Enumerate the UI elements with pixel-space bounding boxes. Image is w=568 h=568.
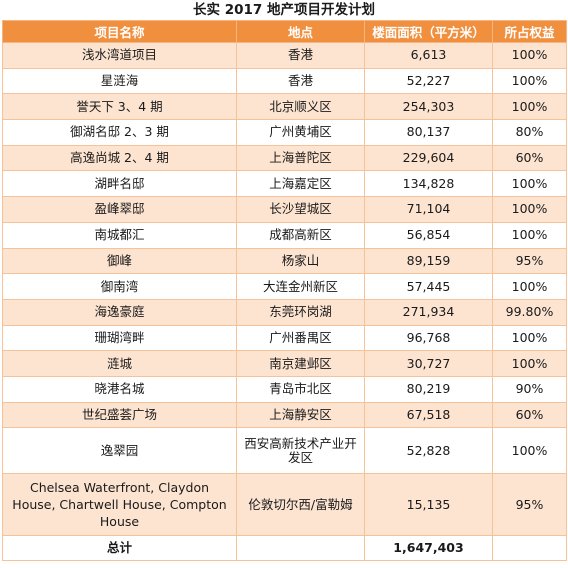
location: 西安高新技术产业开发区: [236, 427, 365, 475]
header-project-name: 项目名称: [2, 20, 237, 43]
table-row: 浅水湾道项目 香港 6,613 100%: [2, 42, 567, 69]
total-label: 总计: [2, 535, 237, 562]
location: 伦敦切尔西/富勒姆: [236, 473, 365, 537]
project-name: 珊瑚湾畔: [2, 324, 237, 352]
equity: 99.80%: [492, 298, 567, 326]
total-area: 1,647,403: [364, 535, 493, 562]
location: 北京顺义区: [236, 93, 365, 121]
location: 香港: [236, 67, 365, 95]
table-row: 盈峰翠邸 长沙望城区 71,104 100%: [2, 196, 567, 223]
floor-area: 56,854: [364, 221, 493, 249]
table-row: Chelsea Waterfront, Claydon House, Chart…: [2, 473, 567, 537]
table-row: 南城都汇 成都高新区 56,854 100%: [2, 221, 567, 249]
total-equity: [492, 535, 567, 562]
project-name: 南城都汇: [2, 221, 237, 249]
project-name: Chelsea Waterfront, Claydon House, Chart…: [2, 473, 237, 537]
floor-area: 57,445: [364, 273, 493, 300]
equity: 100%: [492, 350, 567, 377]
location: 上海嘉定区: [236, 170, 365, 198]
equity: 100%: [492, 273, 567, 300]
equity: 90%: [492, 375, 567, 403]
equity: 100%: [492, 170, 567, 198]
project-name: 高逸尚城 2、4 期: [2, 144, 237, 172]
location: 上海静安区: [236, 401, 365, 429]
header-row: 项目名称 地点 楼面面积（平方米） 所占权益: [2, 20, 567, 43]
location: 东莞环岗湖: [236, 298, 365, 326]
location: 杨家山: [236, 247, 365, 275]
table-row: 逸翠园 西安高新技术产业开发区 52,828 100%: [2, 427, 567, 475]
total-location: [236, 535, 365, 562]
floor-area: 254,303: [364, 93, 493, 121]
floor-area: 80,137: [364, 119, 493, 146]
location: 南京建邺区: [236, 350, 365, 377]
floor-area: 96,768: [364, 324, 493, 352]
equity: 100%: [492, 93, 567, 121]
project-name: 湖畔名邸: [2, 170, 237, 198]
floor-area: 134,828: [364, 170, 493, 198]
location: 上海普陀区: [236, 144, 365, 172]
equity: 60%: [492, 144, 567, 172]
header-location: 地点: [236, 20, 365, 43]
floor-area: 6,613: [364, 42, 493, 69]
equity: 100%: [492, 221, 567, 249]
equity: 95%: [492, 247, 567, 275]
table-row: 高逸尚城 2、4 期上海普陀区 229,604 60%: [2, 144, 567, 172]
table-row: 海逸豪庭 东莞环岗湖 271,934 99.80%: [2, 298, 567, 326]
floor-area: 67,518: [364, 401, 493, 429]
total-row: 总计 1,647,403: [2, 535, 567, 562]
project-name: 御湖名邸 2、3 期: [2, 119, 237, 146]
project-name: 世纪盛荟广场: [2, 401, 237, 429]
table-row: 湖畔名邸 上海嘉定区 134,828 100%: [2, 170, 567, 198]
location: 青岛市北区: [236, 375, 365, 403]
floor-area: 71,104: [364, 196, 493, 223]
project-name: 海逸豪庭: [2, 298, 237, 326]
project-name: 御南湾: [2, 273, 237, 300]
header-equity: 所占权益: [492, 20, 567, 43]
table-row: 誉天下 3、4 期北京顺义区 254,303 100%: [2, 93, 567, 121]
project-name: 御峰: [2, 247, 237, 275]
equity: 100%: [492, 67, 567, 95]
equity: 80%: [492, 119, 567, 146]
project-name: 浅水湾道项目: [2, 42, 237, 69]
table-row: 御南湾 大连金州新区 57,445 100%: [2, 273, 567, 300]
table-row: 晓港名城 青岛市北区 80,219 90%: [2, 375, 567, 403]
table-row: 御湖名邸 2、3 期广州黄埔区 80,137 80%: [2, 119, 567, 146]
floor-area: 271,934: [364, 298, 493, 326]
project-name: 星涟海: [2, 67, 237, 95]
equity: 100%: [492, 427, 567, 475]
project-name: 晓港名城: [2, 375, 237, 403]
location: 成都高新区: [236, 221, 365, 249]
table-row: 珊瑚湾畔 广州番禺区 96,768 100%: [2, 324, 567, 352]
project-name: 逸翠园: [2, 427, 237, 475]
project-name: 盈峰翠邸: [2, 196, 237, 223]
table-row: 御峰 杨家山 89,159 95%: [2, 247, 567, 275]
project-name: 涟城: [2, 350, 237, 377]
floor-area: 52,227: [364, 67, 493, 95]
equity: 95%: [492, 473, 567, 537]
table-row: 涟城 南京建邺区 30,727 100%: [2, 350, 567, 377]
floor-area: 229,604: [364, 144, 493, 172]
location: 广州番禺区: [236, 324, 365, 352]
table-row: 星涟海 香港 52,227 100%: [2, 67, 567, 95]
equity: 100%: [492, 324, 567, 352]
table-row: 世纪盛荟广场 上海静安区 67,518 60%: [2, 401, 567, 429]
equity: 100%: [492, 42, 567, 69]
floor-area: 89,159: [364, 247, 493, 275]
table-title: 长实 2017 地产项目开发计划: [193, 2, 375, 18]
location: 香港: [236, 42, 365, 69]
project-name: 誉天下 3、4 期: [2, 93, 237, 121]
project-table: 项目名称 地点 楼面面积（平方米） 所占权益 浅水湾道项目 香港 6,613 100%…: [2, 20, 567, 562]
location: 广州黄埔区: [236, 119, 365, 146]
header-floor-area: 楼面面积（平方米）: [364, 20, 493, 43]
equity: 100%: [492, 196, 567, 223]
location: 长沙望城区: [236, 196, 365, 223]
floor-area: 30,727: [364, 350, 493, 377]
equity: 60%: [492, 401, 567, 429]
floor-area: 52,828: [364, 427, 493, 475]
floor-area: 80,219: [364, 375, 493, 403]
floor-area: 15,135: [364, 473, 493, 537]
location: 大连金州新区: [236, 273, 365, 300]
